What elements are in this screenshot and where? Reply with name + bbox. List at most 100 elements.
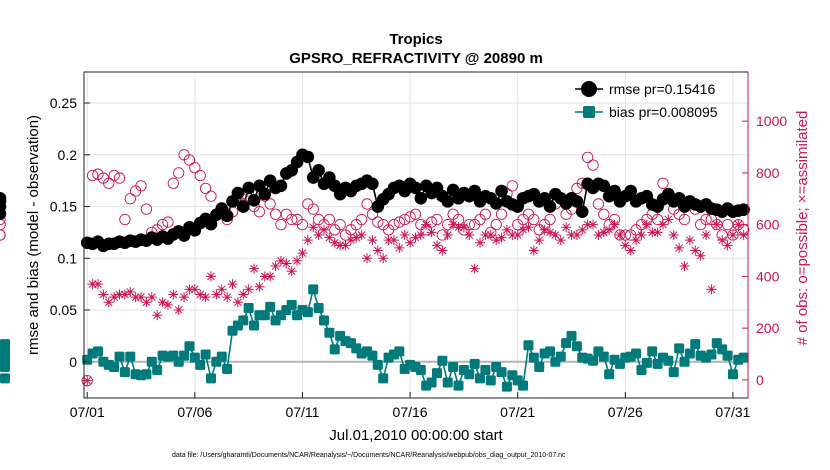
- assimilated-obs-point: [717, 235, 728, 246]
- assimilated-obs-point: [243, 284, 254, 295]
- assimilated-obs-point: [82, 375, 93, 386]
- possible-obs-point: [495, 208, 508, 220]
- bias-point: [222, 364, 233, 375]
- rmse-point: [312, 164, 325, 177]
- y2-axis-label: # of obs: o=possible; ×=assimilated: [794, 111, 811, 346]
- assimilated-obs-point: [577, 224, 588, 235]
- assimilated-obs-point: [458, 222, 469, 233]
- bias-point: [367, 350, 378, 361]
- possible-obs-point: [189, 162, 201, 174]
- assimilated-obs-point: [690, 245, 701, 256]
- assimilated-obs-point: [92, 279, 103, 290]
- assimilated-obs-point: [351, 232, 362, 243]
- possible-obs-point: [199, 182, 212, 195]
- assimilated-obs-point: [356, 230, 367, 240]
- possible-obs-point: [727, 229, 739, 241]
- bias-point: [706, 349, 717, 360]
- assimilated-obs-point: [394, 242, 405, 253]
- assimilated-obs-point: [614, 230, 625, 240]
- y-tick-label: 0.15: [50, 199, 77, 215]
- assimilated-obs-point: [281, 258, 292, 269]
- bias-point: [437, 355, 448, 366]
- possible-obs-point: [135, 180, 147, 192]
- bias-point: [684, 348, 695, 359]
- series-marks: [0, 148, 750, 392]
- assimilated-obs-point: [184, 284, 195, 295]
- possible-obs-point: [393, 216, 405, 228]
- possible-obs-point: [194, 169, 206, 182]
- bias-point: [485, 375, 496, 386]
- bias-point: [146, 356, 157, 367]
- legend: rmse pr=0.15416 bias pr=0.008095: [575, 81, 718, 120]
- bias-point: [690, 339, 701, 350]
- bias-point: [631, 348, 642, 359]
- rmse-point: [543, 200, 557, 213]
- possible-obs-point: [183, 154, 196, 166]
- chart-title: Tropics: [389, 31, 442, 48]
- assimilated-obs-point: [313, 230, 324, 240]
- assimilated-obs-point: [98, 289, 109, 300]
- possible-obs-point: [356, 213, 368, 226]
- rmse-point: [0, 207, 7, 221]
- bias-point: [415, 365, 426, 376]
- x-axis-label: Jul.01,2010 00:00:00 start: [329, 427, 503, 444]
- bias-point: [200, 349, 211, 360]
- assimilated-obs-point: [544, 227, 555, 238]
- assimilated-obs-point: [485, 230, 496, 240]
- assimilated-obs-point: [598, 227, 609, 238]
- chart-subtitle: GPSRO_REFRACTIVITY @ 20890 m: [289, 50, 543, 67]
- bias-point: [480, 365, 491, 376]
- assimilated-obs-point: [297, 248, 308, 259]
- assimilated-obs-point: [663, 214, 674, 225]
- possible-obs-point: [0, 213, 6, 226]
- assimilated-obs-point: [491, 235, 502, 246]
- possible-obs-point: [103, 177, 115, 189]
- possible-obs-point: [323, 213, 336, 226]
- possible-obs-point: [651, 213, 664, 226]
- assimilated-obs-point: [625, 245, 636, 256]
- bias-point: [496, 367, 507, 378]
- rmse-point: [570, 195, 584, 208]
- possible-obs-point: [156, 219, 169, 231]
- assimilated-obs-point: [706, 284, 717, 295]
- assimilated-obs-point: [152, 310, 163, 321]
- bias-point: [152, 365, 163, 376]
- bias-point: [679, 356, 690, 367]
- assimilated-obs-point: [388, 235, 399, 246]
- assimilated-obs-point: [308, 222, 319, 233]
- possible-obs-point: [0, 229, 6, 241]
- possible-obs-point: [108, 169, 120, 182]
- assimilated-obs-point: [329, 237, 340, 248]
- y-tick-label: 0.1: [58, 250, 78, 266]
- assimilated-obs-point: [378, 253, 389, 264]
- assimilated-obs-point: [550, 230, 561, 240]
- possible-obs-point: [286, 213, 298, 226]
- assimilated-obs-point: [631, 235, 642, 246]
- rmse-point: [608, 184, 621, 198]
- rmse-point: [597, 179, 611, 193]
- bias-point: [114, 351, 125, 362]
- possible-obs-point: [113, 172, 126, 184]
- rmse-point: [489, 197, 503, 210]
- assimilated-obs-point: [189, 284, 200, 295]
- assimilated-obs-point: [657, 219, 668, 230]
- assimilated-obs-point: [448, 219, 459, 230]
- bias-point: [722, 350, 733, 361]
- bias-point: [647, 346, 658, 357]
- rmse-point: [247, 194, 261, 207]
- possible-obs-point: [264, 198, 276, 210]
- assimilated-obs-point: [125, 286, 136, 297]
- assimilated-obs-point: [227, 279, 238, 290]
- assimilated-obs-point: [399, 230, 410, 240]
- assimilated-obs-point: [695, 250, 706, 261]
- rmse-point: [220, 209, 234, 223]
- rmse-point: [366, 177, 379, 191]
- bias-point: [92, 346, 103, 357]
- assimilated-obs-point: [372, 245, 383, 256]
- bias-point: [668, 367, 679, 378]
- assimilated-obs-point: [340, 240, 351, 251]
- bias-point: [372, 359, 383, 370]
- assimilated-obs-point: [652, 227, 663, 238]
- possible-obs-point: [506, 180, 518, 192]
- possible-obs-point: [0, 229, 6, 241]
